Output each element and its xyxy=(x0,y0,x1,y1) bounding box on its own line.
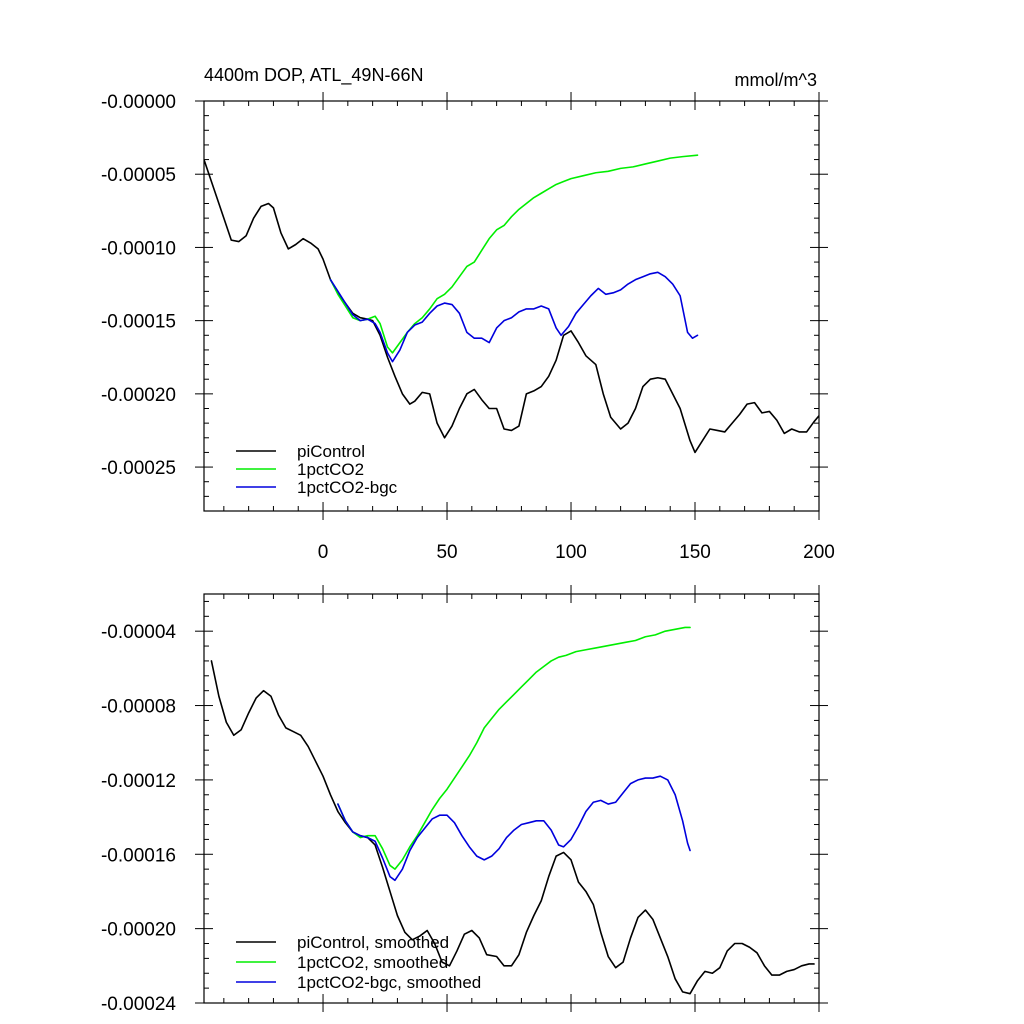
y-tick-label: -0.00005 xyxy=(101,165,176,186)
x-tick-label: 100 xyxy=(555,542,587,563)
y-tick-label: -0.00010 xyxy=(101,238,176,259)
legend-label: 1pctCO2-bgc xyxy=(297,478,398,497)
series-line-picontrol-smoothed xyxy=(210,660,815,995)
plot-frame xyxy=(203,593,820,1004)
y-tick-label: -0.00004 xyxy=(101,622,176,643)
y-tick-label: -0.00024 xyxy=(101,994,176,1015)
series-group xyxy=(210,626,815,995)
y-tick-label: -0.00008 xyxy=(101,697,176,718)
top-panel: 0 50 100 150 200 -0.00000 -0.00005 -0.00010 -0.0… xyxy=(101,65,835,563)
y-tick-label: -0.00015 xyxy=(101,312,176,333)
legend-label: piControl, smoothed xyxy=(297,933,449,952)
y-tick-label: -0.00025 xyxy=(101,458,176,479)
series-line-1pctco2-bgc-smoothed xyxy=(337,775,691,882)
series-line-1pctco2-bgc xyxy=(329,271,699,363)
y-tick-label: -0.00000 xyxy=(101,92,176,113)
bottom-panel: -0.00004 -0.00008 -0.00012 -0.00016 -0.00020… xyxy=(101,585,828,1015)
legend-label: piControl xyxy=(297,442,365,461)
units-label: mmol/m^3 xyxy=(735,70,817,90)
chart-title: 4400m DOP, ATL_49N-66N xyxy=(204,65,423,86)
series-line-picontrol xyxy=(204,158,819,454)
series-line-1pctco2 xyxy=(329,154,699,354)
legend-label: 1pctCO2 xyxy=(297,460,364,479)
y-tick-label: -0.00020 xyxy=(101,385,176,406)
x-tick-label: 0 xyxy=(318,542,329,563)
y-tick-label: -0.00012 xyxy=(101,771,176,792)
x-tick-label: 200 xyxy=(803,542,835,563)
series-group xyxy=(204,154,819,454)
y-tick-label: -0.00020 xyxy=(101,920,176,941)
legend-label: 1pctCO2-bgc, smoothed xyxy=(297,973,481,992)
y-tick-label: -0.00016 xyxy=(101,845,176,866)
x-tick-label: 50 xyxy=(436,542,457,563)
series-line-1pctco2-smoothed xyxy=(337,626,691,870)
x-tick-label: 150 xyxy=(679,542,711,563)
legend-label: 1pctCO2, smoothed xyxy=(297,953,448,972)
